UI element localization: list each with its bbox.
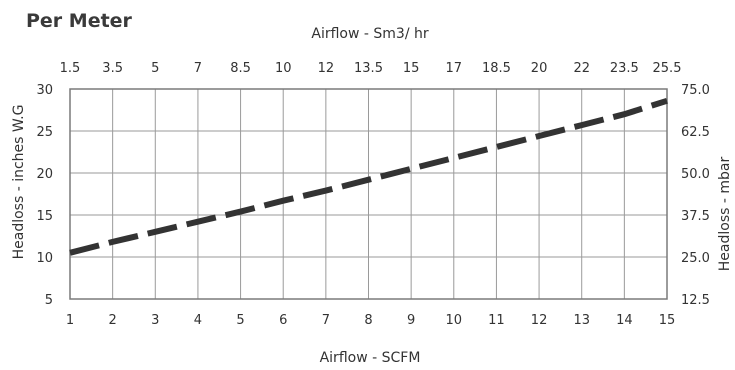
x2-tick-label: 22 — [573, 61, 590, 76]
top-axis-title: Airflow - Sm3/ hr — [311, 26, 428, 42]
y2-tick-label: 25.0 — [681, 251, 710, 266]
x-tick-label: 14 — [616, 313, 633, 328]
data-point — [539, 136, 540, 137]
bottom-axis-title: Airflow - SCFM — [320, 350, 421, 366]
x2-tick-label: 25.5 — [653, 61, 682, 76]
x-tick-label: 5 — [236, 313, 244, 328]
y2-tick-label: 62.5 — [681, 125, 710, 140]
x-tick-label: 4 — [194, 313, 202, 328]
y-tick-label: 15 — [36, 209, 53, 224]
data-point — [411, 168, 412, 169]
x-tick-label: 7 — [322, 313, 330, 328]
data-point — [624, 114, 625, 115]
x2-tick-label: 13.5 — [354, 61, 383, 76]
x2-tick-label: 5 — [151, 61, 159, 76]
left-axis-title: Headloss - inches W.G — [11, 105, 27, 260]
x-tick-label: 12 — [531, 313, 548, 328]
x2-tick-label: 12 — [318, 61, 335, 76]
x2-tick-label: 18.5 — [482, 61, 511, 76]
tick-labels: 1 2 3 4 5 6 7 8 9 10 11 12 13 14 151.5 3.5 5 7 8.5 10 12 13.5… — [36, 61, 710, 328]
series-line — [69, 97, 668, 256]
x-tick-label: 11 — [488, 313, 505, 328]
data-point — [453, 157, 454, 158]
x2-tick-label: 3.5 — [102, 61, 123, 76]
data-point — [667, 100, 668, 101]
series-layer — [69, 97, 668, 256]
x-tick-label: 1 — [66, 313, 74, 328]
x-tick-label: 10 — [446, 313, 463, 328]
x2-tick-label: 17 — [446, 61, 463, 76]
y2-tick-label: 50.0 — [681, 167, 710, 182]
x2-tick-label: 7 — [194, 61, 202, 76]
y2-tick-label: 75.0 — [681, 83, 710, 98]
right-axis-title: Headloss - mbar — [717, 157, 733, 272]
data-point — [155, 231, 156, 232]
x2-tick-label: 23.5 — [610, 61, 639, 76]
y-tick-label: 25 — [36, 125, 53, 140]
x-tick-label: 6 — [279, 313, 287, 328]
y-tick-label: 5 — [45, 293, 53, 308]
grid-lines — [70, 89, 667, 299]
x2-tick-label: 1.5 — [60, 61, 81, 76]
chart-title: Per Meter — [26, 10, 133, 32]
y-tick-label: 20 — [36, 167, 53, 182]
data-point — [581, 125, 582, 126]
data-point — [325, 190, 326, 191]
data-point — [240, 211, 241, 212]
x2-tick-label: 15 — [403, 61, 420, 76]
y-tick-label: 30 — [36, 83, 53, 98]
plot-frame — [69, 88, 668, 300]
y2-tick-label: 12.5 — [681, 293, 710, 308]
x-tick-label: 15 — [659, 313, 676, 328]
x2-tick-label: 20 — [531, 61, 548, 76]
x2-tick-label: 8.5 — [230, 61, 251, 76]
y2-tick-label: 37.5 — [681, 209, 710, 224]
x-tick-label: 13 — [573, 313, 590, 328]
x2-tick-label: 10 — [275, 61, 292, 76]
x-tick-label: 2 — [109, 313, 117, 328]
data-point — [112, 241, 113, 242]
y-tick-label: 10 — [36, 251, 53, 266]
data-point — [70, 252, 71, 253]
data-point — [197, 221, 198, 222]
data-point — [496, 147, 497, 148]
data-point — [283, 200, 284, 201]
x-tick-label: 8 — [364, 313, 372, 328]
x-tick-label: 9 — [407, 313, 415, 328]
data-point — [368, 179, 369, 180]
x-tick-label: 3 — [151, 313, 159, 328]
